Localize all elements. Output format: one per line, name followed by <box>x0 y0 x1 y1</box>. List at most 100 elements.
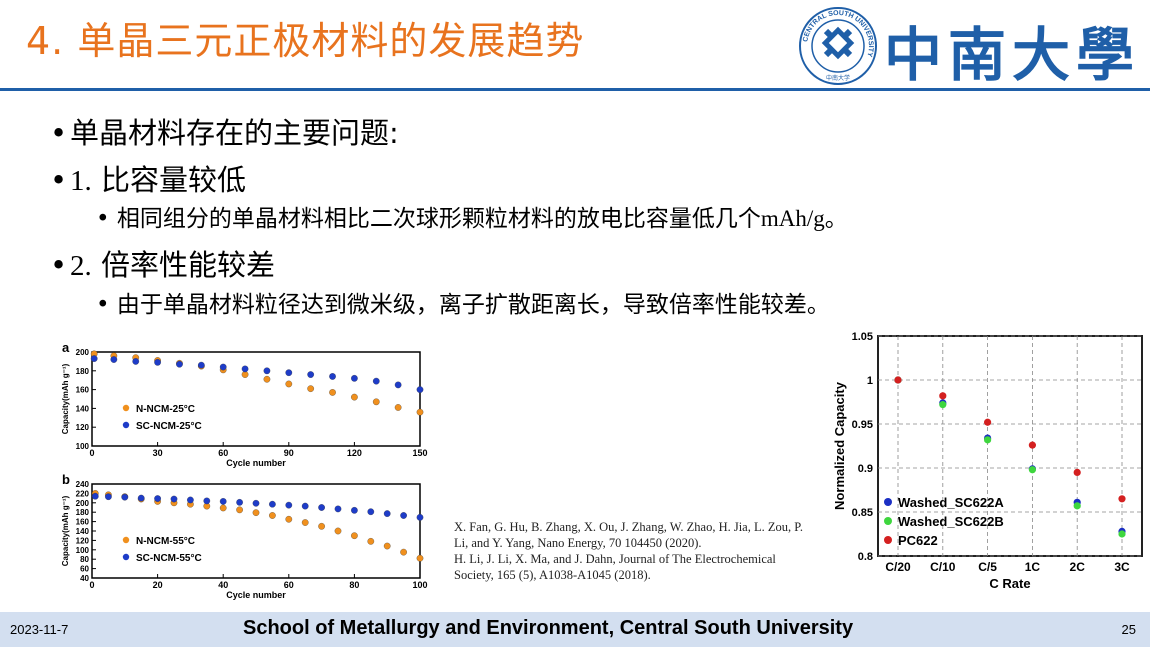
data-point <box>939 401 947 409</box>
plot-frame <box>91 351 421 447</box>
data-point <box>383 542 391 550</box>
data-point <box>219 504 227 512</box>
y-tick-label: 140 <box>76 404 90 413</box>
data-point <box>236 498 243 506</box>
y-tick-label: 180 <box>76 367 90 376</box>
y-tick-label: 200 <box>76 499 90 508</box>
data-point <box>263 375 271 383</box>
x-tick-label: 90 <box>284 448 294 458</box>
data-point <box>269 512 276 519</box>
rate-capability-chart: C/20 C/10 C/5 1C 2C 3C 0.8 0.85 0.9 0.95 1 1.05 C Ra… <box>832 331 1143 591</box>
data-point <box>1073 502 1081 510</box>
y-tick-label: 180 <box>76 508 90 517</box>
data-point <box>170 495 178 503</box>
bullet-text: 比容量较低 <box>91 163 246 197</box>
data-point <box>372 377 380 385</box>
x-tick-label: 60 <box>218 448 228 458</box>
x-tick-label: 40 <box>218 580 228 590</box>
data-point <box>416 408 424 416</box>
panel-label: a <box>62 340 70 355</box>
data-point <box>1073 468 1081 476</box>
data-point <box>252 499 260 507</box>
data-point <box>1118 495 1126 503</box>
data-point <box>1028 466 1036 474</box>
bullet-number: 2. <box>70 250 92 282</box>
bullet-text: 倍率性能较差 <box>91 248 275 282</box>
data-point <box>203 497 211 505</box>
bullet-dot: • <box>50 248 68 282</box>
bullet-issue-2: •2. 倍率性能较差 <box>50 242 275 284</box>
data-point <box>394 404 402 411</box>
data-point <box>318 504 325 511</box>
unit-text: mAh/g <box>760 206 825 231</box>
data-point <box>1118 530 1126 538</box>
reference-2: H. Li, J. Li, X. Ma, and J. Dahn, Journa… <box>454 552 776 582</box>
data-point <box>219 363 227 371</box>
data-point <box>285 501 293 509</box>
sub-bullet-issue-1: • 相同组分的单晶材料相比二次球形颗粒材料的放电比容量低几个mAh/g。 <box>96 199 848 233</box>
data-point <box>285 515 293 523</box>
bullet-issue-1: •1. 比容量较低 <box>50 157 246 199</box>
university-logo: CENTRAL SOUTH UNIVERSITY 中南大学 中南大學 <box>796 6 1150 89</box>
data-point <box>318 522 325 530</box>
sub-bullet-issue-2: • 由于单晶材料粒径达到微米级，离子扩散距离长，导致倍率性能较差。 <box>96 285 830 319</box>
sub-bullet-text: 由于单晶材料粒径达到微米级，离子扩散距离长，导致倍率性能较差。 <box>116 292 830 318</box>
data-point <box>154 358 161 366</box>
page-number: 25 <box>1121 622 1136 637</box>
data-point <box>351 532 358 540</box>
y-tick-label: 160 <box>76 518 90 527</box>
y-axis-label: Normalized Capacity <box>832 381 847 510</box>
y-tick-label: 200 <box>76 348 90 357</box>
x-tick-label: 150 <box>412 448 427 458</box>
data-point <box>1028 441 1036 449</box>
data-point <box>367 537 375 545</box>
data-point <box>372 398 380 406</box>
data-point <box>334 527 342 535</box>
sub-bullet-text: 相同组分的单晶材料相比二次球形颗粒材料的放电比容量低几个 <box>116 206 761 232</box>
data-point <box>307 371 315 378</box>
legend-marker <box>884 498 892 506</box>
legend-marker <box>122 553 130 561</box>
legend-marker <box>122 404 130 412</box>
x-tick-label: C/5 <box>978 560 997 574</box>
capacity-chart-25c: a 0 30 60 90 120 150 100 120 140 160 180 200 Cycle nu… <box>61 340 428 468</box>
x-tick-label: 20 <box>153 580 163 590</box>
data-point <box>394 381 402 389</box>
x-tick-label: 0 <box>89 448 94 458</box>
data-point <box>329 373 336 380</box>
data-point <box>400 548 407 556</box>
x-tick-label: 2C <box>1070 560 1086 574</box>
y-tick-label: 1.05 <box>852 331 873 343</box>
y-tick-label: 140 <box>76 527 90 536</box>
legend-marker <box>884 536 892 544</box>
data-point <box>219 498 227 505</box>
y-tick-label: 40 <box>80 574 89 583</box>
y-axis-label: Capacity(mAh g⁻¹) <box>61 363 70 434</box>
footer-date: 2023-11-7 <box>10 622 69 637</box>
legend-label: SC-NCM-55°C <box>136 553 202 564</box>
capacity-chart-55c: b0 20 40 60 80 100406080100120140160180200220… <box>61 472 428 600</box>
data-point <box>197 361 205 369</box>
data-point <box>137 494 145 502</box>
title-divider <box>0 88 1150 91</box>
data-point <box>91 492 99 500</box>
bullet-text: 单晶材料存在的主要问题: <box>70 116 399 150</box>
y-axis-label: Capacity(mAh g⁻¹) <box>61 495 70 566</box>
y-tick-label: 120 <box>76 423 90 432</box>
reference-1: X. Fan, G. Hu, B. Zhang, X. Ou, J. Zhang… <box>454 520 803 550</box>
university-name: 中南大學 <box>884 21 1141 89</box>
data-point <box>351 374 358 382</box>
x-tick-label: 120 <box>347 448 362 458</box>
data-point <box>351 506 358 514</box>
x-axis-label: C Rate <box>989 576 1030 591</box>
data-point <box>939 392 947 400</box>
data-point <box>367 508 375 516</box>
bullet-dot: • <box>50 163 68 197</box>
y-tick-label: 160 <box>76 386 90 395</box>
data-point <box>176 360 183 368</box>
emblem-icon: CENTRAL SOUTH UNIVERSITY 中南大学 <box>799 7 877 85</box>
data-point <box>285 380 293 388</box>
bullet-main-issues: •单晶材料存在的主要问题: <box>50 110 399 152</box>
data-point <box>334 505 342 513</box>
y-tick-label: 240 <box>76 480 90 489</box>
